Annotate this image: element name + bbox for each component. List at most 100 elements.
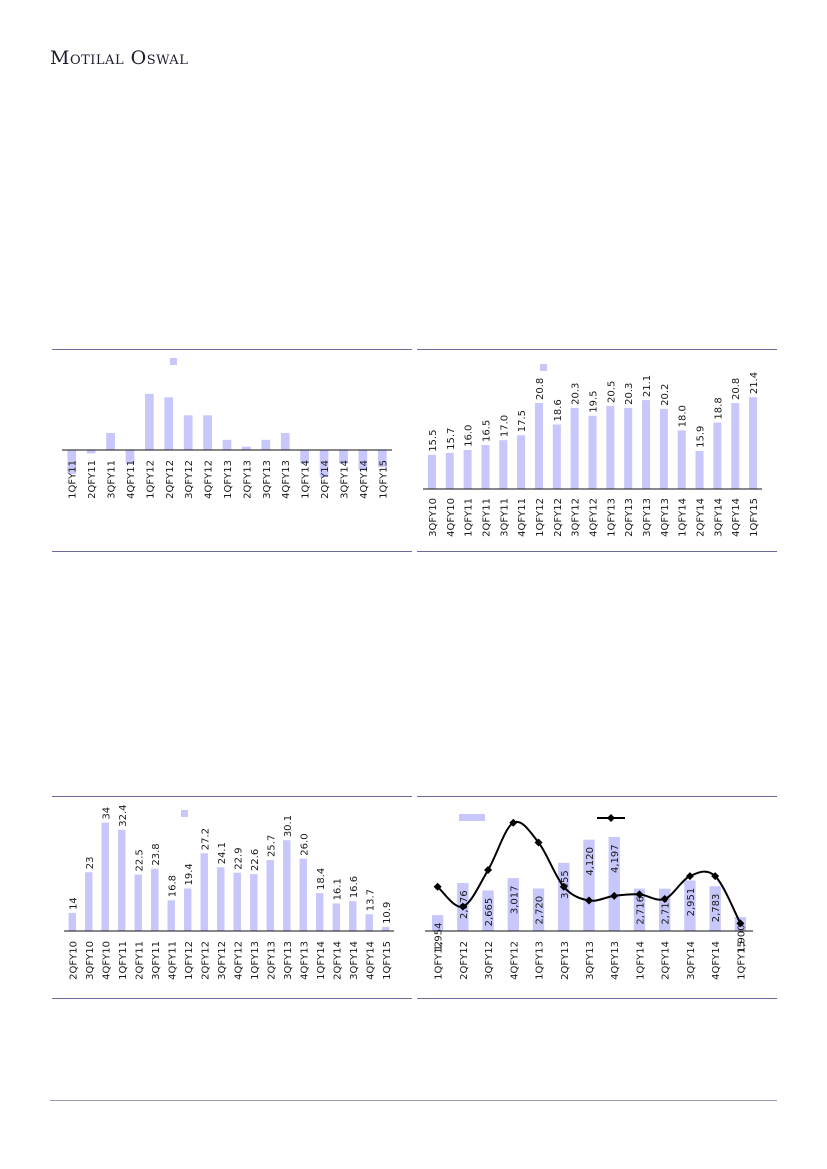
- bar-2QFY11: [134, 874, 142, 931]
- bar-4QFY13: [659, 408, 668, 489]
- bar-2QFY13: [558, 862, 570, 931]
- x-tick-label: 4QFY11: [167, 941, 178, 980]
- data-label: 22.6: [250, 849, 261, 871]
- data-label: 21.4: [749, 372, 760, 394]
- bar-2QFY12: [200, 853, 208, 931]
- bar-4QFY12: [233, 872, 241, 931]
- x-tick-label: 1QFY15: [378, 460, 389, 499]
- chart-1-bottom-rule: [52, 551, 412, 552]
- x-tick-label: 3QFY12: [184, 460, 195, 499]
- line-marker-4QFY14: [711, 872, 720, 881]
- legend-swatch: [170, 358, 177, 365]
- x-tick-label: 2QFY12: [553, 498, 564, 537]
- line-marker-2QFY13: [559, 882, 568, 891]
- line-marker-3QFY12: [484, 866, 493, 874]
- bar-4QFY14: [709, 886, 721, 931]
- bar-1QFY15: [749, 397, 758, 489]
- x-tick-label: 2QFY12: [459, 941, 470, 980]
- x-tick-label: 3QFY13: [642, 498, 653, 537]
- data-label: 23.8: [151, 843, 162, 865]
- legend-bar-swatch: [459, 814, 485, 821]
- data-label: 16.8: [167, 875, 178, 897]
- data-label: 19.5: [589, 390, 600, 412]
- bar-3QFY12: [482, 890, 494, 931]
- bar-2QFY13: [242, 446, 251, 450]
- line-marker-2QFY14: [660, 894, 669, 903]
- data-label: 15.7: [446, 428, 457, 450]
- x-tick-label: 1QFY13: [250, 941, 261, 980]
- x-tick-label: 2QFY13: [242, 460, 253, 499]
- data-label: 2,783: [711, 894, 722, 923]
- bar-1QFY11: [463, 449, 472, 489]
- line-marker-1QFY14: [635, 890, 644, 899]
- bar-1QFY14: [316, 893, 324, 931]
- data-label: 21.1: [642, 375, 653, 397]
- x-tick-label: 4QFY13: [610, 941, 621, 980]
- bar-3QFY14: [349, 901, 357, 931]
- data-label: 22.9: [233, 847, 244, 869]
- bar-2QFY10: [68, 912, 76, 931]
- bar-2QFY11: [86, 450, 96, 454]
- bar-3QFY11: [151, 868, 159, 931]
- x-tick-label: 1QFY15: [736, 941, 747, 980]
- legend-swatch: [181, 810, 188, 817]
- bar-3QFY13: [642, 400, 651, 489]
- x-tick-label: 3QFY14: [349, 941, 360, 980]
- chart-1: 1QFY11 2QFY11 3QFY11 4QFY11 1QFY12 2QFY12 3QFY…: [62, 358, 392, 499]
- legend-line-marker: [607, 814, 615, 822]
- data-label: 2,951: [686, 888, 697, 917]
- bar-2QFY13: [266, 860, 274, 931]
- x-tick-label: 2QFY10: [68, 941, 79, 980]
- bar-2QFY14: [319, 450, 329, 478]
- x-tick-label: 1QFY11: [118, 941, 129, 980]
- x-tick-label: 2QFY11: [134, 941, 145, 980]
- data-label: 1,900: [736, 924, 747, 953]
- x-tick-label: 4QFY14: [365, 941, 376, 980]
- data-label: 10.9: [382, 902, 393, 924]
- bar-4QFY11: [517, 435, 526, 489]
- x-tick-label: 1QFY14: [635, 941, 646, 980]
- x-tick-label: 2QFY13: [560, 941, 571, 980]
- bar-3QFY14: [684, 880, 696, 931]
- bar-1QFY12: [431, 915, 444, 931]
- bar-3QFY11: [499, 440, 508, 489]
- x-tick-label: 4QFY14: [731, 498, 742, 537]
- data-label: 22.5: [134, 849, 145, 871]
- data-label: 19.4: [184, 863, 195, 885]
- x-tick-label: 3QFY13: [585, 941, 596, 980]
- data-label: 23: [85, 857, 96, 870]
- x-tick-label: 3QFY11: [107, 460, 118, 499]
- data-label: 34: [101, 807, 112, 820]
- bar-2QFY14: [695, 450, 704, 489]
- data-label: 16.0: [464, 425, 475, 447]
- x-tick-label: 2QFY14: [332, 941, 343, 980]
- bar-4QFY10: [445, 452, 454, 489]
- x-tick-label: 2QFY14: [696, 498, 707, 537]
- x-tick-label: 2QFY14: [320, 460, 331, 499]
- bar-3QFY12: [217, 867, 225, 931]
- x-tick-label: 3QFY10: [428, 498, 439, 537]
- bar-1QFY13: [250, 874, 258, 931]
- data-label: 13.7: [365, 889, 376, 911]
- x-tick-label: 3QFY14: [339, 460, 350, 499]
- data-label: 25.7: [266, 835, 277, 857]
- line-marker-1QFY13: [534, 838, 543, 847]
- data-label: 2,716: [635, 896, 646, 925]
- x-tick-label: 3QFY12: [217, 941, 228, 980]
- bar-1QFY11: [118, 829, 126, 931]
- legend-swatch: [540, 364, 547, 371]
- bar-1QFY13: [532, 888, 545, 931]
- x-tick-label: 1QFY13: [535, 941, 546, 980]
- bar-1QFY14: [300, 450, 310, 464]
- bar-4QFY11: [167, 900, 175, 931]
- x-tick-label: 4QFY13: [660, 498, 671, 537]
- footer-rule: [50, 1100, 777, 1101]
- data-label: 20.3: [571, 383, 582, 405]
- data-label: 1,954: [434, 923, 445, 952]
- bar-1QFY13: [606, 405, 615, 489]
- x-tick-label: 2QFY11: [87, 460, 98, 499]
- bar-4QFY14: [365, 914, 373, 931]
- chart-4-top-rule: [417, 796, 777, 797]
- x-tick-label: 1QFY13: [223, 460, 234, 499]
- chart-3-bottom-rule: [52, 998, 412, 999]
